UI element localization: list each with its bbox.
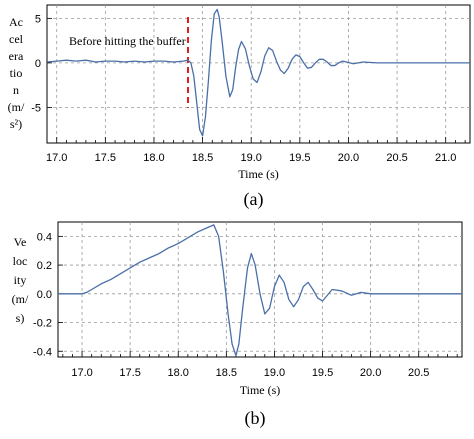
chart1-x-tick-label: 20.5 bbox=[386, 152, 407, 164]
chart1-caption: (a) bbox=[244, 189, 264, 210]
chart2-x-tick-label: 18.0 bbox=[168, 367, 189, 379]
chart2-y-tick-label: 0.0 bbox=[37, 289, 52, 301]
chart2-x-tick-label: 20.0 bbox=[360, 367, 381, 379]
chart1-series-line bbox=[46, 8, 470, 137]
chart2-y-tick-label: 0.2 bbox=[37, 260, 52, 272]
chart1-y-axis-label-line: n bbox=[13, 83, 19, 97]
chart1-y-tick-label: -5 bbox=[31, 102, 41, 114]
chart1-y-tick-label: 0 bbox=[35, 58, 41, 70]
chart1-x-tick-label: 18.5 bbox=[192, 152, 213, 164]
chart2-series-line bbox=[58, 224, 462, 357]
chart2-y-axis-label-line: loc bbox=[13, 254, 28, 268]
chart2-x-tick-label: 19.5 bbox=[312, 367, 333, 379]
chart1-x-tick-label: 19.5 bbox=[289, 152, 310, 164]
chart2-y-axis-label-line: ity bbox=[14, 273, 27, 287]
chart1-x-tick-label: 20.0 bbox=[338, 152, 359, 164]
chart1-x-axis-label: Time (s) bbox=[238, 167, 279, 181]
chart1-x-tick-label: 19.0 bbox=[240, 152, 261, 164]
chart2-y-tick-label: 0.4 bbox=[37, 231, 52, 243]
chart2-y-axis-label-line: (m/ bbox=[12, 292, 29, 306]
chart1-y-axis-label-line: Ac bbox=[9, 15, 23, 29]
chart1-y-axis-label-line: era bbox=[9, 49, 24, 63]
chart2-y-axis-label-line: s) bbox=[16, 311, 25, 325]
chart1-plot-frame bbox=[46, 4, 471, 144]
chart2-x-tick-label: 19.0 bbox=[264, 367, 285, 379]
chart2-plot-frame bbox=[57, 221, 463, 358]
chart1-y-axis-label-line: cel bbox=[9, 32, 24, 46]
chart1-y-axis-label-line: (m/ bbox=[8, 100, 25, 114]
chart2-x-tick-label: 17.0 bbox=[71, 367, 92, 379]
chart2-x-tick-label: 20.5 bbox=[408, 367, 429, 379]
chart1-y-axis-label-line: tio bbox=[10, 66, 23, 80]
chart1-annotation-text: Before hitting the buffer bbox=[69, 34, 186, 48]
chart1-x-tick-label: 17.0 bbox=[46, 152, 67, 164]
chart2-y-tick-label: -0.2 bbox=[33, 318, 52, 330]
chart2-x-axis-label: Time (s) bbox=[240, 383, 281, 397]
chart2-caption: (b) bbox=[245, 408, 266, 429]
chart2-y-axis-label-line: Ve bbox=[14, 235, 27, 249]
chart1-x-tick-label: 17.5 bbox=[95, 152, 116, 164]
chart2-y-tick-label: -0.4 bbox=[33, 346, 52, 358]
chart1-x-tick-label: 21.0 bbox=[435, 152, 456, 164]
chart1-x-tick-label: 18.0 bbox=[143, 152, 164, 164]
chart1-y-axis-label-line: s²) bbox=[10, 117, 22, 131]
chart2-x-tick-label: 17.5 bbox=[119, 367, 140, 379]
chart1-y-tick-label: 5 bbox=[35, 13, 41, 25]
chart2-x-tick-label: 18.5 bbox=[216, 367, 237, 379]
